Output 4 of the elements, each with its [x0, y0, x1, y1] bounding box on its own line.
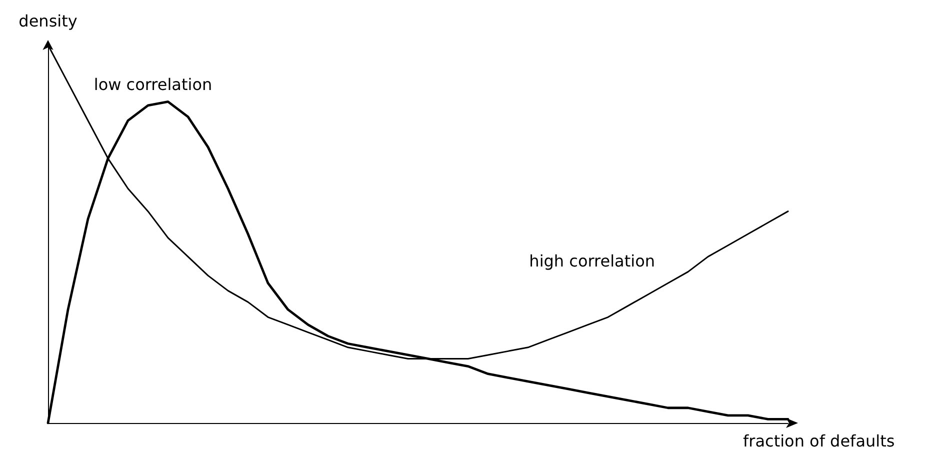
- y-axis-title: density: [18, 12, 78, 30]
- series-label: high correlation: [529, 252, 655, 271]
- series-label: low correlation: [94, 75, 212, 94]
- x-axis-title: fraction of defaults: [743, 432, 895, 450]
